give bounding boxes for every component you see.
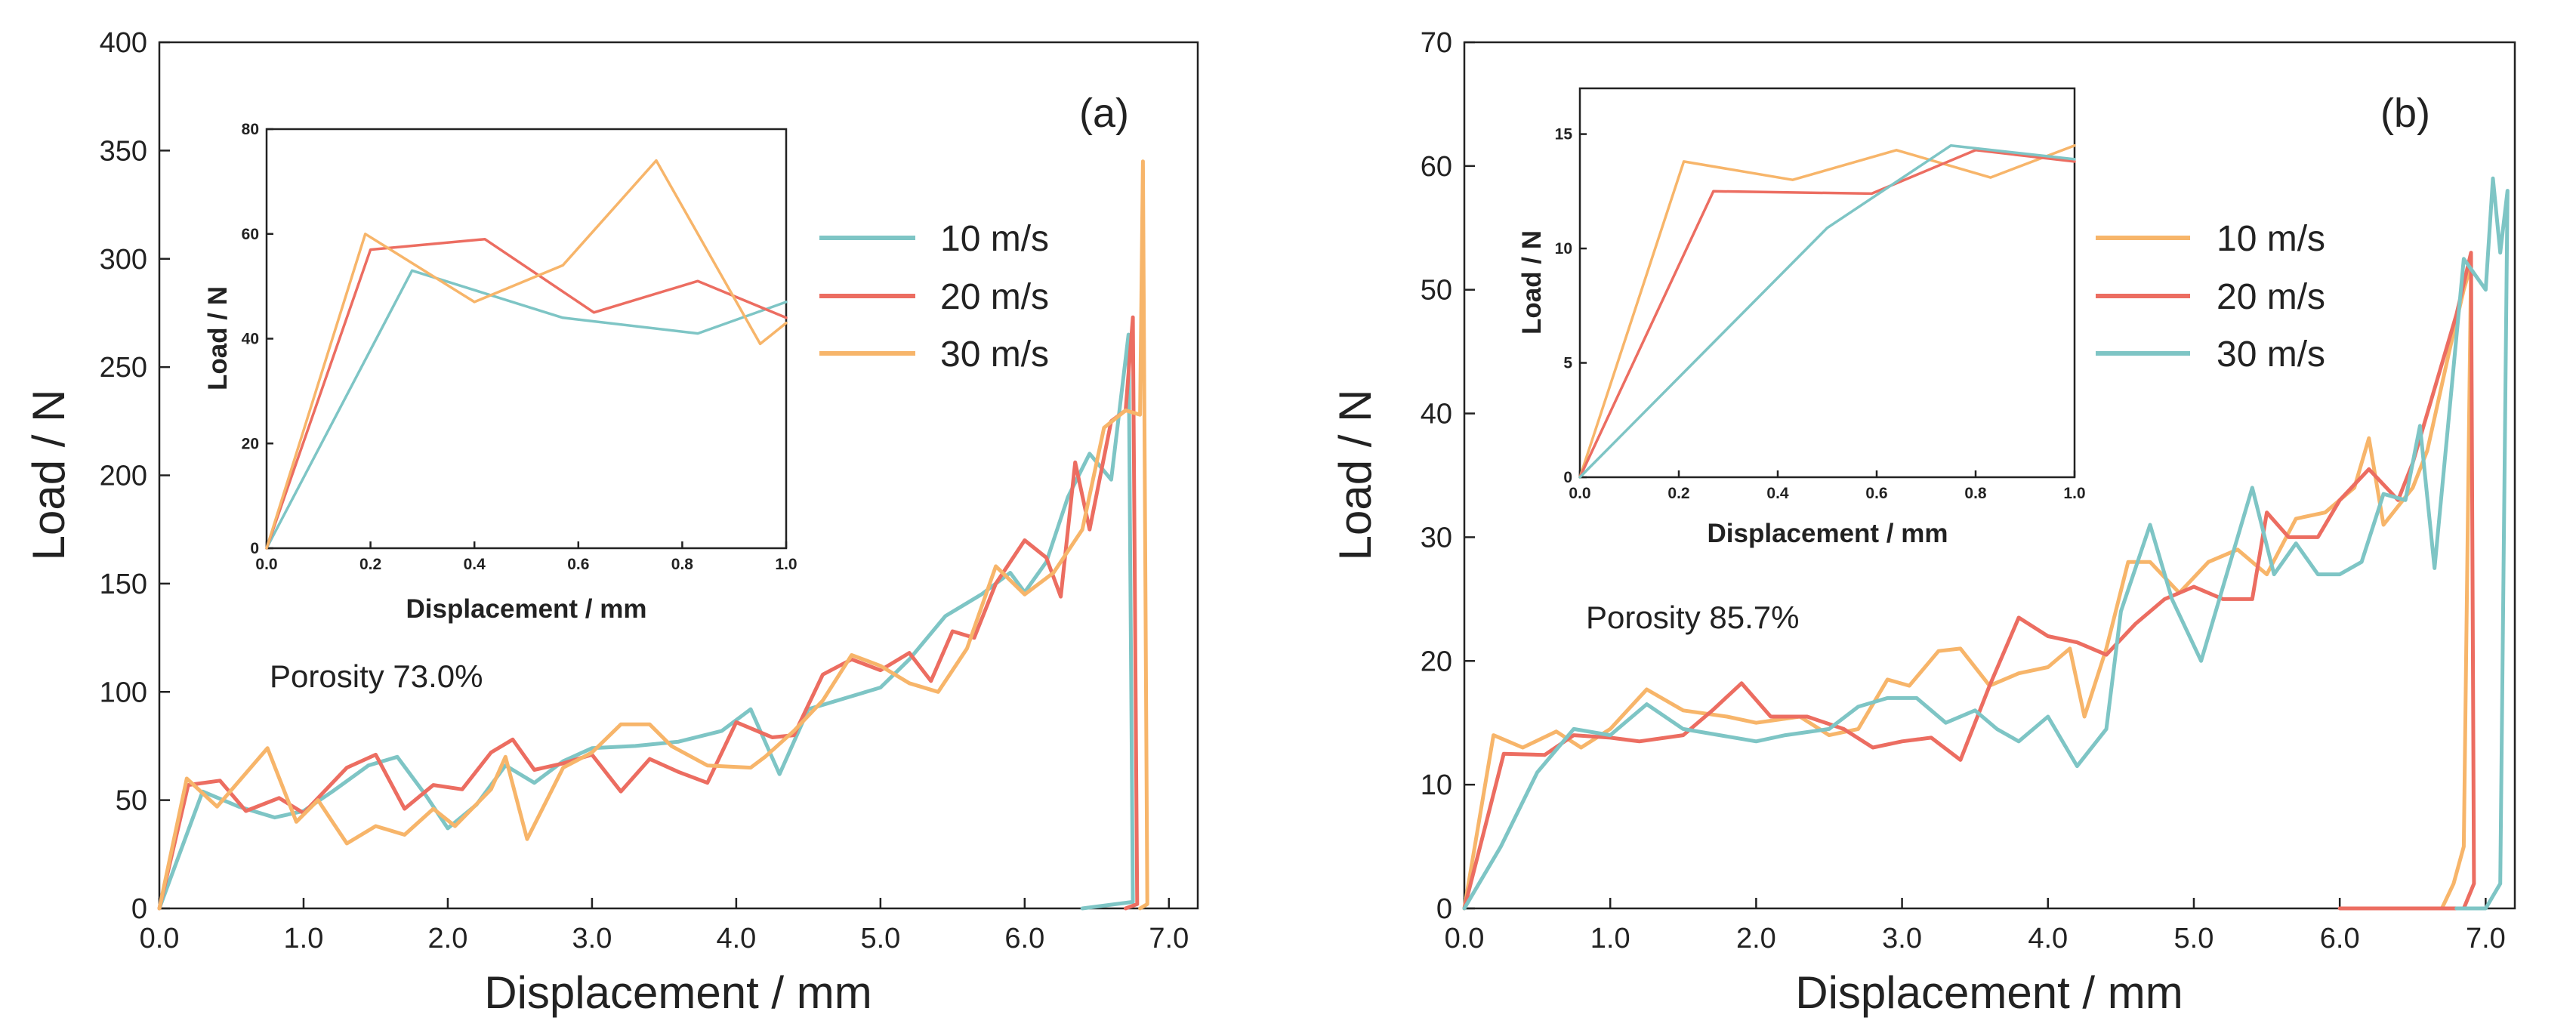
panel-a-ytick-label: 50 — [116, 785, 147, 817]
panel-b-ytick-label: 40 — [1421, 399, 1452, 430]
panel-a-inset-ylabel: Load / N — [203, 286, 233, 390]
panel-b-series-20ms — [1462, 251, 2476, 911]
panel-b-inset-xtick-label: 1.0 — [2063, 485, 2085, 502]
panel-b-legend-label-10: 10 m/s — [2217, 219, 2325, 259]
panel-a-xtick-label: 4.0 — [716, 923, 756, 954]
panel-b-inset-xtick-label: 0.0 — [1569, 485, 1590, 502]
panel-b-ytick-label: 10 — [1421, 769, 1452, 801]
panel-b: 0.0 1.0 2.0 3.0 4.0 5.0 6.0 7.0010203040506070 … — [1330, 27, 2516, 1018]
panel-b-inset-ytick-label: 15 — [1555, 126, 1573, 143]
panel-a-inset-plot: 0.0 0.2 0.4 0.6 0.8 1.0 0 20 40 60 80 — [242, 121, 797, 573]
panel-a-legend: 10 m/s 20 m/s 30 m/s — [819, 219, 1049, 375]
panel-a-xtick-label: 5.0 — [860, 923, 900, 954]
panel-a-ytick-label: 200 — [100, 461, 147, 492]
panel-a-series-10ms — [157, 332, 1135, 911]
panel-a-ytick-label: 100 — [100, 677, 147, 708]
panel-b-xlabel: Displacement / mm — [1795, 967, 2183, 1018]
panel-b-inset-series-30ms — [1578, 143, 2076, 479]
panel-b-ytick-label: 30 — [1421, 522, 1452, 554]
panel-a-inset-ytick-label: 80 — [242, 121, 259, 138]
panel-b-inset-ytick-label: 0 — [1563, 469, 1572, 486]
panel-a-inset-ytick-label: 20 — [242, 435, 259, 452]
panel-b-ytick-label: 0 — [1436, 893, 1452, 925]
panel-b-label: (b) — [2380, 91, 2430, 136]
panel-a-inset-ytick-label: 40 — [242, 331, 259, 348]
panel-a-xtick-label: 3.0 — [572, 923, 612, 954]
panel-b-inset-ytick-label: 10 — [1555, 240, 1572, 257]
panel-b-xtick-label: 6.0 — [2320, 923, 2360, 954]
panel-a-ytick-label: 0 — [131, 893, 147, 925]
panel-a-inset-xtick-label: 0.4 — [464, 556, 486, 573]
panel-b-inset-frame — [1578, 87, 2076, 479]
panel-b-inset-series-10ms — [1578, 143, 2076, 479]
panel-b-inset-series-20ms — [1578, 149, 2076, 479]
panel-b-series-30ms — [1462, 176, 2510, 911]
panel-a-inset-xtick-label: 0.8 — [671, 556, 694, 573]
panel-a-inset-series-10ms — [265, 269, 788, 550]
panel-a-inset-xtick-label: 0.0 — [255, 556, 277, 573]
panel-b-inset-xtick-label: 0.6 — [1865, 485, 1887, 502]
panel-a-ytick-label: 250 — [100, 352, 147, 384]
panel-b-legend-label-20: 20 m/s — [2217, 277, 2325, 317]
panel-b-inset-ylabel: Load / N — [1517, 230, 1547, 335]
panel-a-inset-xtick-label: 0.2 — [359, 556, 381, 573]
panel-a-xtick-label: 6.0 — [1004, 923, 1044, 954]
panel-a-inset-series-30ms — [265, 159, 788, 550]
panel-b-xtick-label: 5.0 — [2174, 923, 2214, 954]
panel-b-inset-ytick-label: 5 — [1563, 355, 1572, 372]
panel-a-inset-xtick-label: 0.6 — [567, 556, 589, 573]
panel-b-xtick-label: 2.0 — [1736, 923, 1776, 954]
panel-a-inset-xlabel: Displacement / mm — [406, 594, 647, 624]
panel-a: 0.0 1.0 2.0 3.0 4.0 5.0 6.0 7.00501001502002503… — [23, 27, 1199, 1018]
panel-b-ylabel: Load / N — [1330, 390, 1381, 561]
panel-a-inset-xtick-label: 1.0 — [775, 556, 797, 573]
panel-a-ytick-label: 350 — [100, 135, 147, 167]
panel-b-inset-xtick-label: 0.2 — [1667, 485, 1689, 502]
panel-b-xtick-label: 7.0 — [2466, 923, 2506, 954]
panel-b-xtick-label: 3.0 — [1882, 923, 1922, 954]
panel-a-inset-ytick-label: 0 — [250, 540, 259, 557]
panel-b-xtick-label: 0.0 — [1445, 923, 1485, 954]
panel-a-legend-label-10: 10 m/s — [940, 219, 1049, 259]
panel-a-series-30ms — [157, 159, 1149, 911]
panel-a-inset-ytick-label: 60 — [242, 226, 259, 243]
panel-a-legend-label-20: 20 m/s — [940, 277, 1049, 317]
panel-b-ytick-label: 70 — [1421, 27, 1452, 59]
panel-a-legend-label-30: 30 m/s — [940, 335, 1049, 375]
panel-b-ytick-label: 20 — [1421, 646, 1452, 677]
panel-b-inset-xtick-label: 0.8 — [1964, 485, 1987, 502]
panel-b-inset-xlabel: Displacement / mm — [1708, 519, 1948, 548]
panel-a-xtick-label: 1.0 — [284, 923, 324, 954]
panel-a-inset-frame — [265, 128, 788, 550]
panel-a-ytick-label: 300 — [100, 244, 147, 276]
panel-b-inset-xtick-label: 0.4 — [1766, 485, 1789, 502]
panel-b-series-10ms — [1462, 263, 2473, 911]
panel-a-ytick-label: 400 — [100, 27, 147, 59]
panel-b-inset-plot: 0.0 0.2 0.4 0.6 0.8 1.0 0 5 10 15 — [1555, 126, 2086, 502]
panel-b-porosity: Porosity 85.7% — [1586, 600, 1799, 635]
panel-b-legend-label-30: 30 m/s — [2217, 335, 2325, 375]
panel-a-xlabel: Displacement / mm — [484, 967, 872, 1018]
panel-b-xtick-label: 4.0 — [2028, 923, 2068, 954]
panel-b-frame — [1463, 41, 2516, 910]
panel-b-ytick-label: 50 — [1421, 275, 1452, 307]
panel-a-xtick-label: 2.0 — [428, 923, 468, 954]
panel-a-plot: 0.0 1.0 2.0 3.0 4.0 5.0 6.0 7.00501001502002503… — [100, 27, 1189, 954]
panel-b-legend: 10 m/s 20 m/s 30 m/s — [2096, 219, 2325, 375]
panel-b-ytick-label: 60 — [1421, 151, 1452, 183]
panel-a-ylabel: Load / N — [23, 390, 74, 561]
panel-a-porosity: Porosity 73.0% — [270, 658, 483, 694]
panel-a-label: (a) — [1079, 91, 1129, 136]
panel-a-xtick-label: 0.0 — [140, 923, 180, 954]
panel-b-xtick-label: 1.0 — [1590, 923, 1630, 954]
panel-a-ytick-label: 150 — [100, 569, 147, 600]
panel-a-xtick-label: 7.0 — [1149, 923, 1189, 954]
